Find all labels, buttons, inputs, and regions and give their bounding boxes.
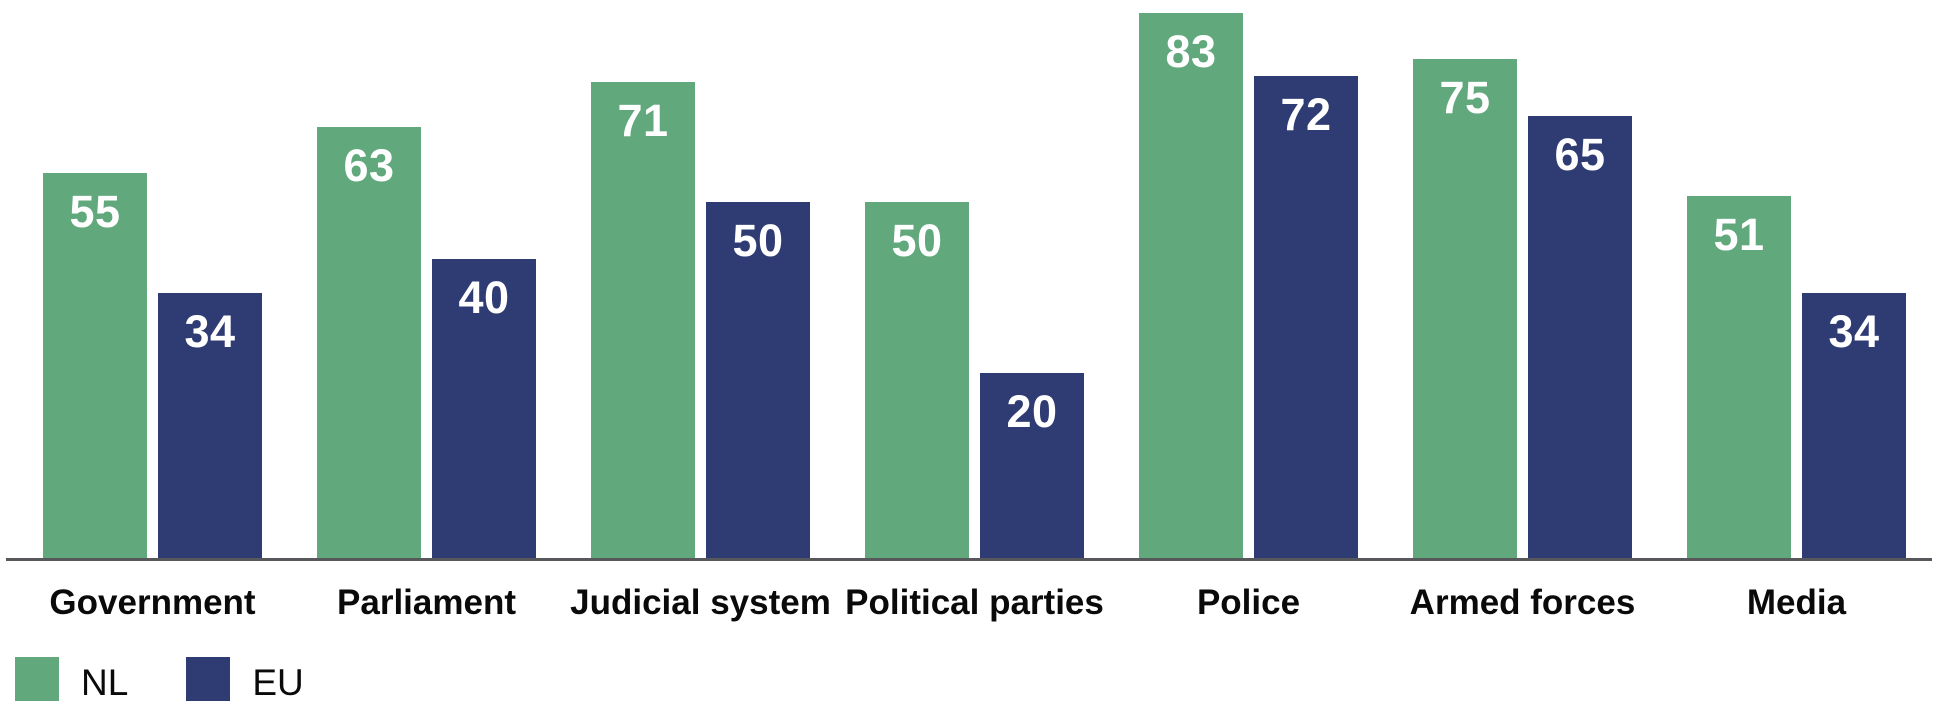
- legend-swatch-eu: [186, 657, 231, 701]
- x-axis-line: [6, 558, 1932, 561]
- bar-value-label: 51: [1713, 209, 1765, 260]
- category-label-judicial-system: Judicial system: [570, 583, 831, 622]
- bar-nl-media: 51: [1687, 196, 1791, 560]
- bar-eu-political-parties: 20: [980, 373, 1084, 560]
- bar-eu-parliament: 40: [432, 259, 536, 560]
- bar-value-label: 75: [1439, 72, 1491, 123]
- bar-eu-government: 34: [158, 293, 262, 560]
- bar-value-label: 63: [343, 140, 395, 191]
- bar-nl-government: 55: [43, 173, 147, 560]
- bar-value-label: 50: [732, 215, 784, 266]
- bar-value-label: 65: [1554, 129, 1606, 180]
- bar-value-label: 34: [1828, 306, 1880, 357]
- category-label-political-parties: Political parties: [845, 583, 1104, 622]
- category-label-parliament: Parliament: [337, 583, 516, 622]
- bar-value-label: 40: [458, 272, 510, 323]
- category-label-media: Media: [1746, 583, 1847, 622]
- category-label-police: Police: [1196, 583, 1301, 622]
- bar-nl-parliament: 63: [317, 127, 421, 560]
- category-label-armed-forces: Armed forces: [1409, 583, 1636, 622]
- bar-nl-armed-forces: 75: [1413, 59, 1517, 560]
- bar-nl-police: 83: [1139, 13, 1243, 560]
- bar-value-label: 20: [1006, 386, 1058, 437]
- bar-nl-judicial-system: 71: [591, 82, 695, 560]
- bar-eu-media: 34: [1802, 293, 1906, 560]
- bar-value-label: 34: [184, 306, 236, 357]
- bar-eu-police: 72: [1254, 76, 1358, 560]
- bar-nl-political-parties: 50: [865, 202, 969, 560]
- legend: NL EU: [15, 656, 362, 702]
- plot-area: 34 51 65 75 72 83 20 50 50 71 40 63 34 55: [6, 13, 1932, 561]
- bar-value-label: 72: [1280, 89, 1332, 140]
- bar-value-label: 83: [1165, 26, 1217, 77]
- bar-value-label: 55: [69, 186, 121, 237]
- bar-eu-armed-forces: 65: [1528, 116, 1632, 560]
- bar-eu-judicial-system: 50: [706, 202, 810, 560]
- category-label-government: Government: [49, 583, 256, 622]
- legend-label-eu: EU: [252, 661, 304, 703]
- bar-value-label: 71: [617, 95, 669, 146]
- legend-swatch-nl: [15, 657, 59, 701]
- bar-value-label: 50: [891, 215, 943, 266]
- legend-label-nl: NL: [81, 661, 129, 703]
